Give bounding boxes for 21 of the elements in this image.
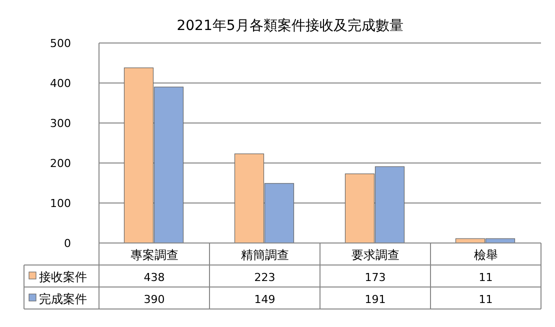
y-tick-label: 400 [50,77,71,90]
data-label: 191 [364,293,386,306]
data-label: 173 [364,271,386,284]
data-label: 390 [144,293,165,306]
chart-title: 2021年5月各類案件接收及完成數量 [176,17,404,34]
data-label: 438 [144,271,165,284]
y-tick-label: 200 [50,157,71,170]
x-tick-label: 檢舉 [474,248,498,262]
x-tick-label: 精簡調查 [240,248,289,262]
data-label: 11 [478,271,493,284]
legend-label: 接收案件 [39,270,87,284]
y-tick-label: 300 [50,117,71,130]
y-tick-label: 0 [64,237,71,250]
x-tick-label: 要求調查 [351,248,400,262]
x-tick-label: 專案調查 [130,248,178,262]
y-tick-label: 100 [50,197,71,210]
data-label: 11 [478,293,493,306]
y-tick-label: 500 [50,37,71,50]
data-label: 149 [254,293,276,306]
legend-label: 完成案件 [39,292,87,306]
data-label: 223 [254,271,276,284]
